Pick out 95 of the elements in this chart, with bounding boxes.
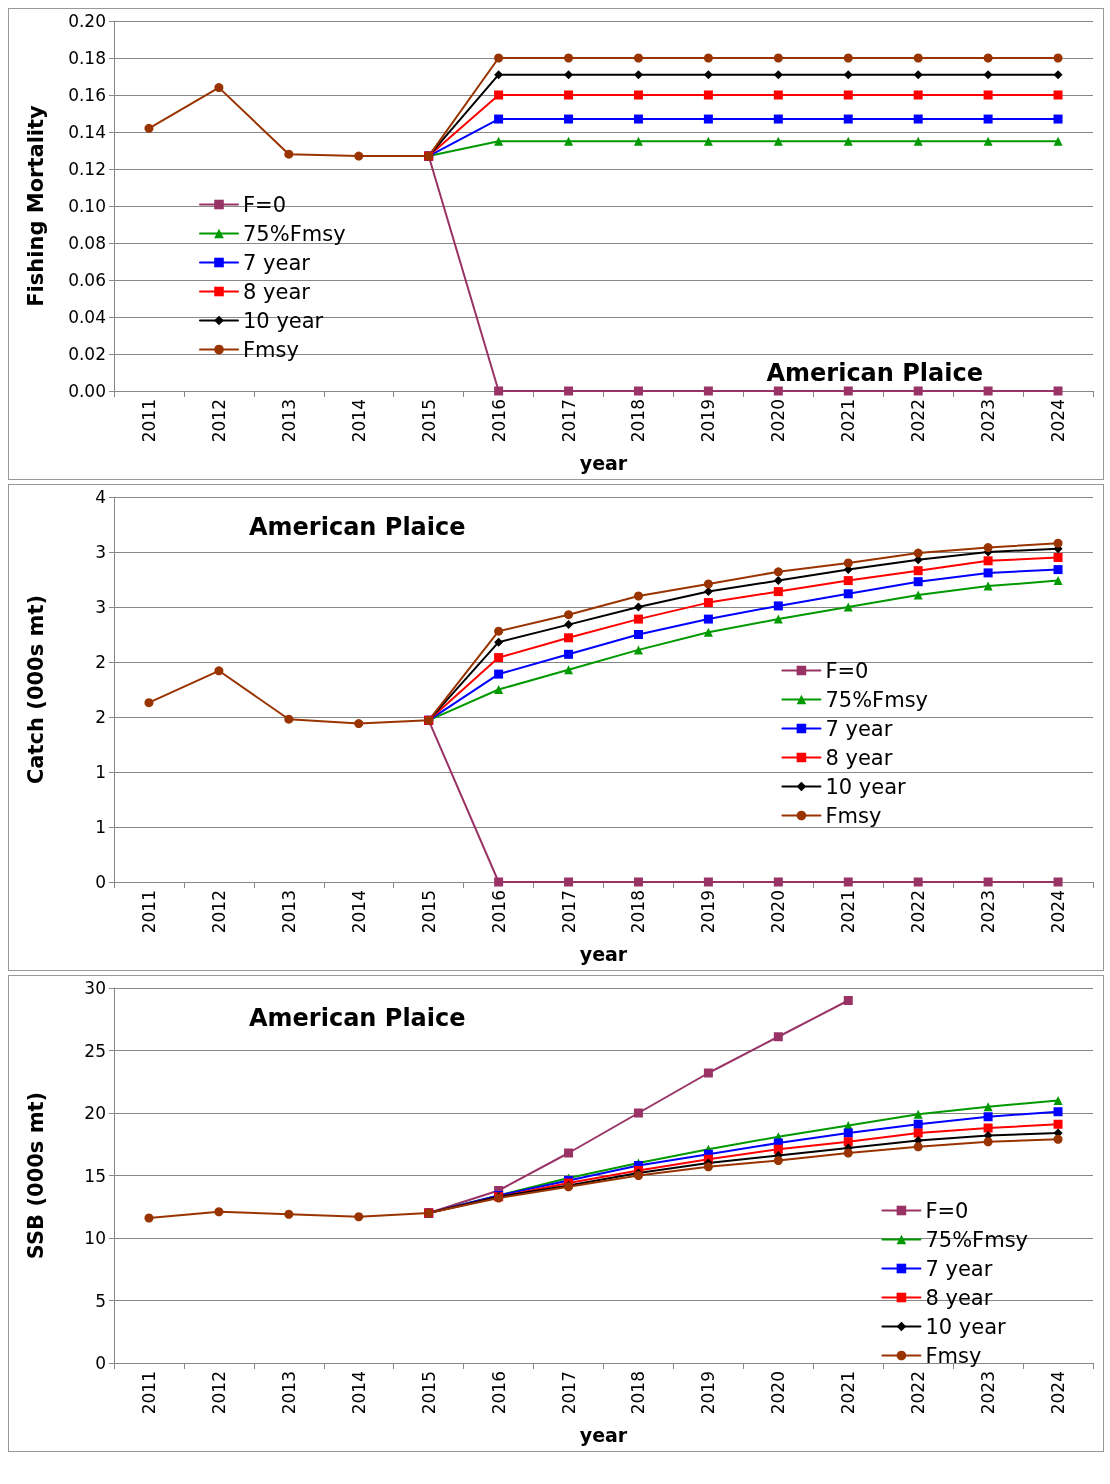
x-tick-label: 2021: [838, 890, 859, 934]
x-tick-label: 2019: [698, 399, 719, 443]
legend-label: 7 year: [925, 1256, 993, 1281]
legend-label: Fmsy: [925, 1343, 982, 1368]
x-tick-label: 2011: [138, 1371, 159, 1415]
y-tick-label: 0.18: [68, 48, 106, 68]
legend-label: 10 year: [825, 774, 907, 799]
y-tick-label: 0.06: [68, 270, 106, 290]
x-tick-label: 2018: [628, 399, 649, 443]
y-tick-label: 0.12: [68, 159, 106, 179]
x-tick-label: 2024: [1048, 1371, 1069, 1415]
x-tick-label: 2019: [698, 1371, 719, 1415]
y-tick-label: 0.14: [68, 122, 106, 142]
x-tick-label: 2013: [278, 890, 299, 934]
x-tick-label: 2016: [488, 890, 509, 934]
y-tick-label: 0: [95, 1353, 106, 1373]
y-tick-label: 30: [84, 978, 106, 998]
y-axis-title: Fishing Mortality: [23, 104, 48, 307]
legend-label: Fmsy: [243, 337, 299, 362]
legend-label: 8 year: [243, 279, 311, 304]
x-tick-label: 2022: [908, 890, 929, 934]
y-tick-label: 4: [95, 487, 106, 507]
x-tick-label: 2023: [978, 890, 999, 934]
x-tick-label: 2012: [208, 399, 229, 443]
x-tick-label: 2024: [1048, 399, 1069, 443]
legend-label: 10 year: [925, 1314, 1007, 1339]
y-tick-label: 0: [95, 872, 106, 892]
legend-label: 7 year: [243, 250, 311, 275]
x-tick-label: 2018: [628, 890, 649, 934]
legend-label: 7 year: [825, 716, 893, 741]
x-axis-title: year: [579, 942, 628, 965]
y-tick-label: 0.16: [68, 85, 106, 105]
y-tick-label: 0.04: [68, 307, 106, 327]
x-tick-label: 2013: [278, 1371, 299, 1415]
x-tick-label: 2014: [348, 399, 369, 443]
x-tick-label: 2023: [978, 1371, 999, 1415]
legend-label: 8 year: [825, 745, 893, 770]
x-tick-label: 2014: [348, 1371, 369, 1415]
y-tick-label: 0.08: [68, 233, 106, 253]
x-tick-label: 2015: [418, 890, 439, 934]
legend-label: 8 year: [925, 1285, 993, 1310]
y-tick-label: 1: [95, 762, 106, 782]
legend-label: Fmsy: [825, 803, 882, 828]
annotation: American Plaice: [249, 513, 466, 541]
x-tick-label: 2017: [558, 890, 579, 934]
y-tick-label: 3: [95, 542, 106, 562]
x-tick-label: 2017: [558, 1371, 579, 1415]
y-tick-label: 25: [84, 1040, 106, 1061]
x-tick-label: 2014: [348, 890, 369, 934]
annotation: American Plaice: [766, 359, 983, 387]
x-tick-label: 2022: [908, 399, 929, 443]
y-tick-label: 20: [84, 1103, 106, 1123]
x-tick-label: 2018: [628, 1371, 649, 1415]
x-tick-label: 2024: [1048, 890, 1069, 934]
y-axis-title: SSB (000s mt): [23, 1091, 48, 1260]
y-tick-label: 1: [95, 817, 106, 837]
x-tick-label: 2011: [138, 399, 159, 443]
legend-label: F=0: [925, 1198, 969, 1223]
x-tick-label: 2015: [418, 399, 439, 443]
y-tick-label: 2: [95, 707, 106, 727]
x-tick-label: 2017: [558, 399, 579, 443]
legend-label: 75%Fmsy: [825, 687, 929, 712]
legend-label: 75%Fmsy: [925, 1227, 1029, 1252]
legend-label: F=0: [243, 192, 287, 217]
x-tick-label: 2012: [208, 1371, 229, 1415]
y-tick-label: 0.00: [68, 381, 106, 401]
y-tick-label: 3: [95, 597, 106, 617]
annotation: American Plaice: [249, 1004, 466, 1032]
x-tick-label: 2016: [488, 399, 509, 443]
y-tick-label: 0.02: [68, 344, 106, 364]
x-axis-title: year: [579, 1423, 628, 1446]
y-axis-title: Catch (000s mt): [23, 594, 48, 785]
x-axis-title: year: [579, 451, 628, 474]
x-tick-label: 2020: [768, 1371, 789, 1415]
x-tick-label: 2021: [838, 1371, 859, 1415]
legend-label: F=0: [825, 658, 869, 683]
y-tick-label: 0.20: [68, 11, 106, 31]
legend-label: 75%Fmsy: [243, 221, 346, 246]
x-tick-label: 2011: [138, 890, 159, 934]
x-tick-label: 2019: [698, 890, 719, 934]
x-tick-label: 2021: [838, 399, 859, 443]
x-tick-label: 2016: [488, 1371, 509, 1415]
x-tick-label: 2012: [208, 890, 229, 934]
y-tick-label: 0.10: [68, 196, 106, 216]
x-tick-label: 2020: [768, 890, 789, 934]
x-tick-label: 2020: [768, 399, 789, 443]
y-tick-label: 5: [95, 1290, 106, 1311]
x-tick-label: 2015: [418, 1371, 439, 1415]
x-tick-label: 2023: [978, 399, 999, 443]
y-tick-label: 2: [95, 652, 106, 672]
y-tick-label: 15: [84, 1165, 106, 1186]
y-tick-label: 10: [84, 1228, 106, 1248]
legend-label: 10 year: [243, 308, 324, 333]
x-tick-label: 2022: [908, 1371, 929, 1415]
x-tick-label: 2013: [278, 399, 299, 443]
